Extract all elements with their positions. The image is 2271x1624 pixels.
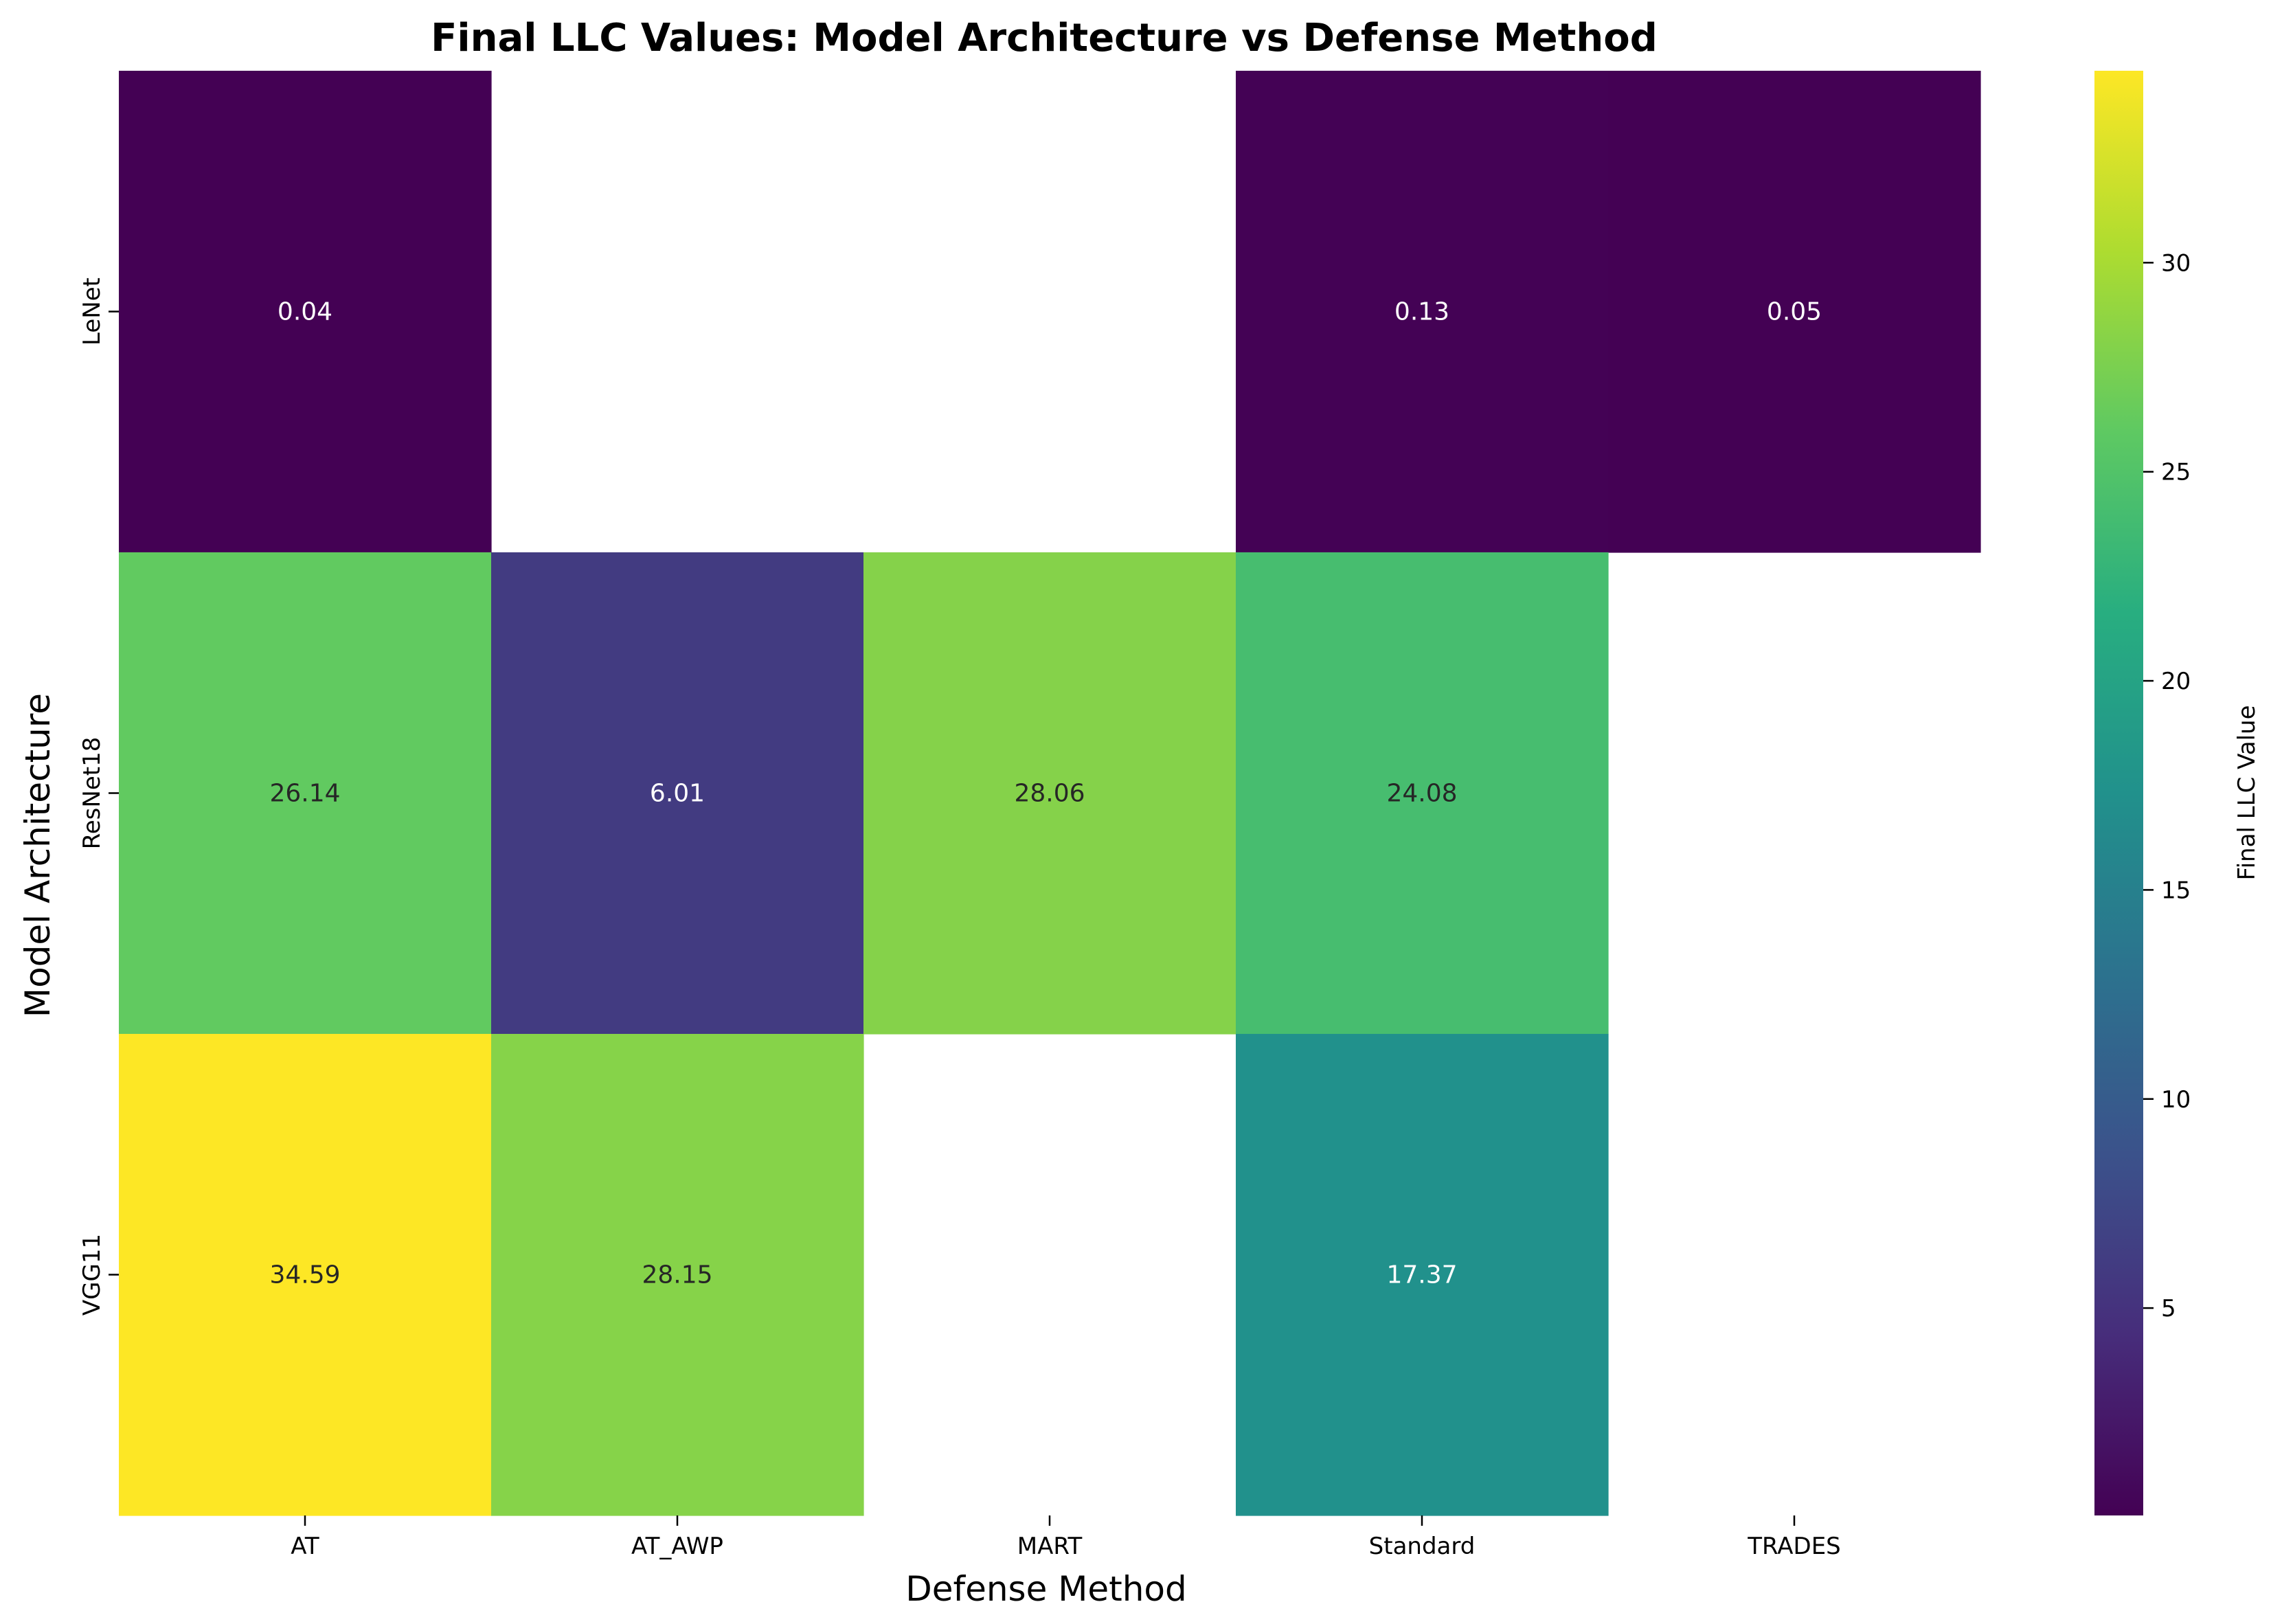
cell-value-label: 17.37 [1386, 1261, 1457, 1289]
y-axis-ticks: LeNet ResNet18 VGG11 [78, 278, 119, 1316]
y-axis-label: Model Architecture [18, 693, 58, 1017]
colorbar [2094, 71, 2143, 1515]
colorbar-ticks: 5 10 15 20 25 30 [2143, 249, 2191, 1322]
x-axis-label: Defense Method [905, 1569, 1187, 1609]
y-tick-label: LeNet [78, 278, 106, 346]
colorbar-tick-label: 20 [2161, 668, 2191, 695]
heatmap-cell [1236, 552, 1609, 1035]
x-tick-label: TRADES [1747, 1533, 1841, 1560]
cell-value-label: 28.06 [1014, 780, 1085, 808]
colorbar-label: Final LLC Value [2233, 706, 2261, 881]
cell-value-label: 24.08 [1386, 780, 1457, 808]
colorbar-tick-label: 10 [2161, 1086, 2191, 1114]
heatmap-cell [1236, 71, 1609, 553]
cell-value-label: 34.59 [269, 1261, 340, 1289]
cell-value-label: 26.14 [269, 780, 340, 808]
cell-value-label: 0.05 [1767, 298, 1822, 326]
y-tick-label: VGG11 [78, 1234, 106, 1316]
heatmap-cell [119, 1034, 492, 1516]
heatmap-cell [119, 71, 492, 553]
x-axis-ticks: AT AT_AWP MART Standard TRADES [291, 1515, 1841, 1560]
colorbar-tick-label: 5 [2161, 1295, 2176, 1322]
cell-value-label: 28.15 [642, 1261, 712, 1289]
chart-title: Final LLC Values: Model Architecture vs … [431, 16, 1658, 60]
x-tick-label: AT_AWP [631, 1533, 723, 1560]
x-tick-label: MART [1017, 1533, 1083, 1560]
heatmap-cell [1608, 71, 1981, 553]
colorbar-tick-label: 15 [2161, 877, 2191, 904]
colorbar-tick-label: 30 [2161, 249, 2191, 277]
colorbar-tick-label: 25 [2161, 459, 2191, 486]
cell-value-label: 6.01 [650, 780, 705, 808]
x-tick-label: AT [291, 1533, 319, 1560]
cell-value-label: 0.13 [1394, 298, 1449, 326]
cell-value-label: 0.04 [278, 298, 332, 326]
heatmap-cell [1236, 1034, 1609, 1516]
heatmap-cells [119, 71, 1981, 1516]
y-tick-label: ResNet18 [78, 737, 106, 850]
heatmap-cell-labels: 0.04 0.13 0.05 26.14 6.01 28.06 24.08 34.59 28.1… [269, 298, 1822, 1289]
heatmap-cell [491, 552, 864, 1035]
heatmap-cell [491, 1034, 864, 1516]
heatmap-cell [863, 552, 1236, 1035]
x-tick-label: Standard [1369, 1533, 1476, 1560]
heatmap-cell [119, 552, 492, 1035]
